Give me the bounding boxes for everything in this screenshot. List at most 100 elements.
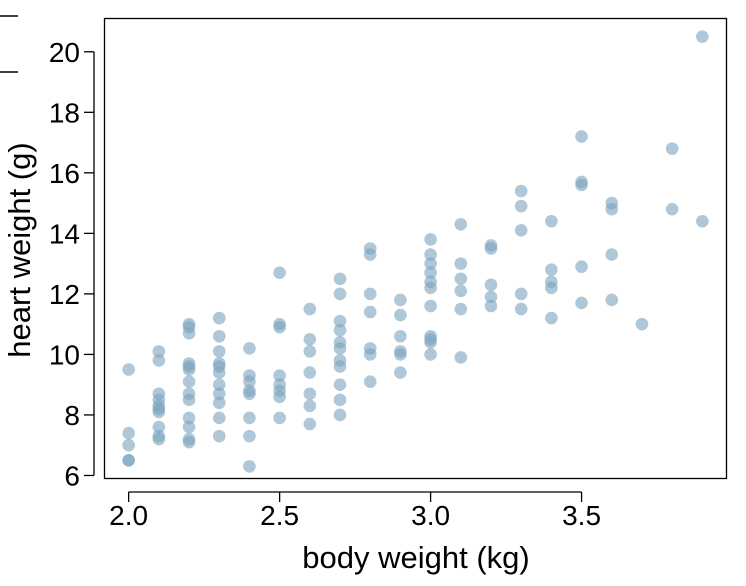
data-point: [243, 429, 256, 443]
y-axis: 6 8 10 12 14 16 18 20: [49, 37, 95, 491]
data-point: [394, 329, 407, 343]
y-tick-label: 14: [49, 218, 80, 249]
data-point: [212, 329, 226, 343]
y-axis-title: heart weight (g): [2, 142, 37, 357]
y-tick-label: 8: [64, 400, 80, 431]
data-point: [363, 287, 377, 301]
data-point: [605, 202, 619, 216]
x-tick-label: 3.5: [562, 500, 601, 531]
data-point: [333, 314, 347, 328]
data-point: [665, 202, 679, 216]
data-point: [696, 214, 709, 228]
data-point: [484, 290, 498, 304]
data-point: [243, 387, 256, 401]
x-tick-label: 3.0: [411, 500, 450, 531]
data-point: [273, 266, 286, 280]
data-point: [363, 248, 377, 261]
data-point: [212, 396, 226, 410]
data-point: [363, 348, 377, 361]
data-point: [424, 336, 437, 349]
data-point: [575, 178, 588, 192]
data-point: [545, 281, 558, 295]
data-point: [303, 417, 317, 431]
data-point: [454, 217, 468, 231]
data-point: [545, 263, 558, 276]
data-point: [424, 266, 437, 280]
data-point: [363, 305, 377, 319]
y-tick-label: 6: [64, 460, 80, 491]
data-point: [454, 257, 468, 270]
data-point: [212, 387, 226, 401]
data-point: [303, 302, 317, 316]
data-point: [243, 411, 256, 425]
data-point: [273, 369, 286, 382]
data-point: [122, 426, 135, 440]
data-point: [696, 30, 709, 43]
data-point: [182, 435, 196, 449]
data-point: [333, 287, 347, 301]
data-point: [635, 317, 649, 331]
data-point: [212, 345, 226, 358]
data-point: [333, 393, 347, 407]
x-tick-label: 2.0: [109, 500, 148, 531]
data-point: [303, 366, 317, 379]
data-point: [303, 399, 317, 413]
data-point: [424, 233, 437, 246]
data-point: [122, 454, 135, 467]
data-point: [363, 375, 377, 388]
data-point: [605, 293, 619, 307]
x-axis-title: body weight (kg): [302, 540, 529, 575]
y-tick-label: 16: [49, 158, 80, 189]
data-point: [212, 311, 226, 325]
data-point: [424, 248, 437, 261]
y-tick-label: 12: [49, 279, 80, 310]
data-point: [424, 257, 437, 270]
data-point: [212, 378, 226, 391]
data-point: [333, 342, 347, 355]
data-point: [454, 284, 468, 298]
y-tick-label: 18: [49, 97, 80, 128]
data-point: [152, 405, 166, 419]
data-point: [152, 354, 166, 367]
data-point: [182, 375, 196, 388]
data-point: [605, 248, 619, 261]
data-point: [484, 242, 498, 255]
data-point: [303, 387, 317, 401]
data-point: [303, 332, 317, 346]
data-point: [575, 260, 588, 273]
data-point: [243, 460, 256, 473]
data-point: [575, 296, 588, 310]
data-point: [484, 299, 498, 313]
data-point: [152, 420, 166, 434]
data-point: [514, 199, 528, 213]
data-point: [303, 345, 317, 358]
data-point: [394, 308, 407, 322]
data-point: [454, 302, 468, 316]
data-point: [665, 142, 679, 155]
data-point: [424, 348, 437, 361]
data-point: [182, 363, 196, 376]
data-point: [394, 366, 407, 379]
data-point: [212, 411, 226, 425]
data-point: [243, 375, 256, 388]
data-point: [182, 393, 196, 407]
data-point: [182, 420, 196, 434]
data-point: [182, 326, 196, 340]
data-point: [454, 272, 468, 286]
data-point: [333, 378, 347, 391]
data-point: [122, 363, 135, 376]
data-point: [273, 390, 286, 404]
data-point: [394, 293, 407, 307]
y-tick-label: 10: [49, 339, 80, 370]
x-tick-label: 2.5: [260, 500, 299, 531]
data-point: [545, 311, 558, 325]
data-point: [122, 438, 135, 452]
data-points: [122, 30, 709, 473]
data-point: [514, 224, 528, 237]
data-point: [182, 411, 196, 425]
data-point: [514, 302, 528, 316]
data-point: [514, 287, 528, 301]
data-point: [333, 323, 347, 337]
data-point: [514, 184, 528, 198]
data-point: [333, 408, 347, 422]
